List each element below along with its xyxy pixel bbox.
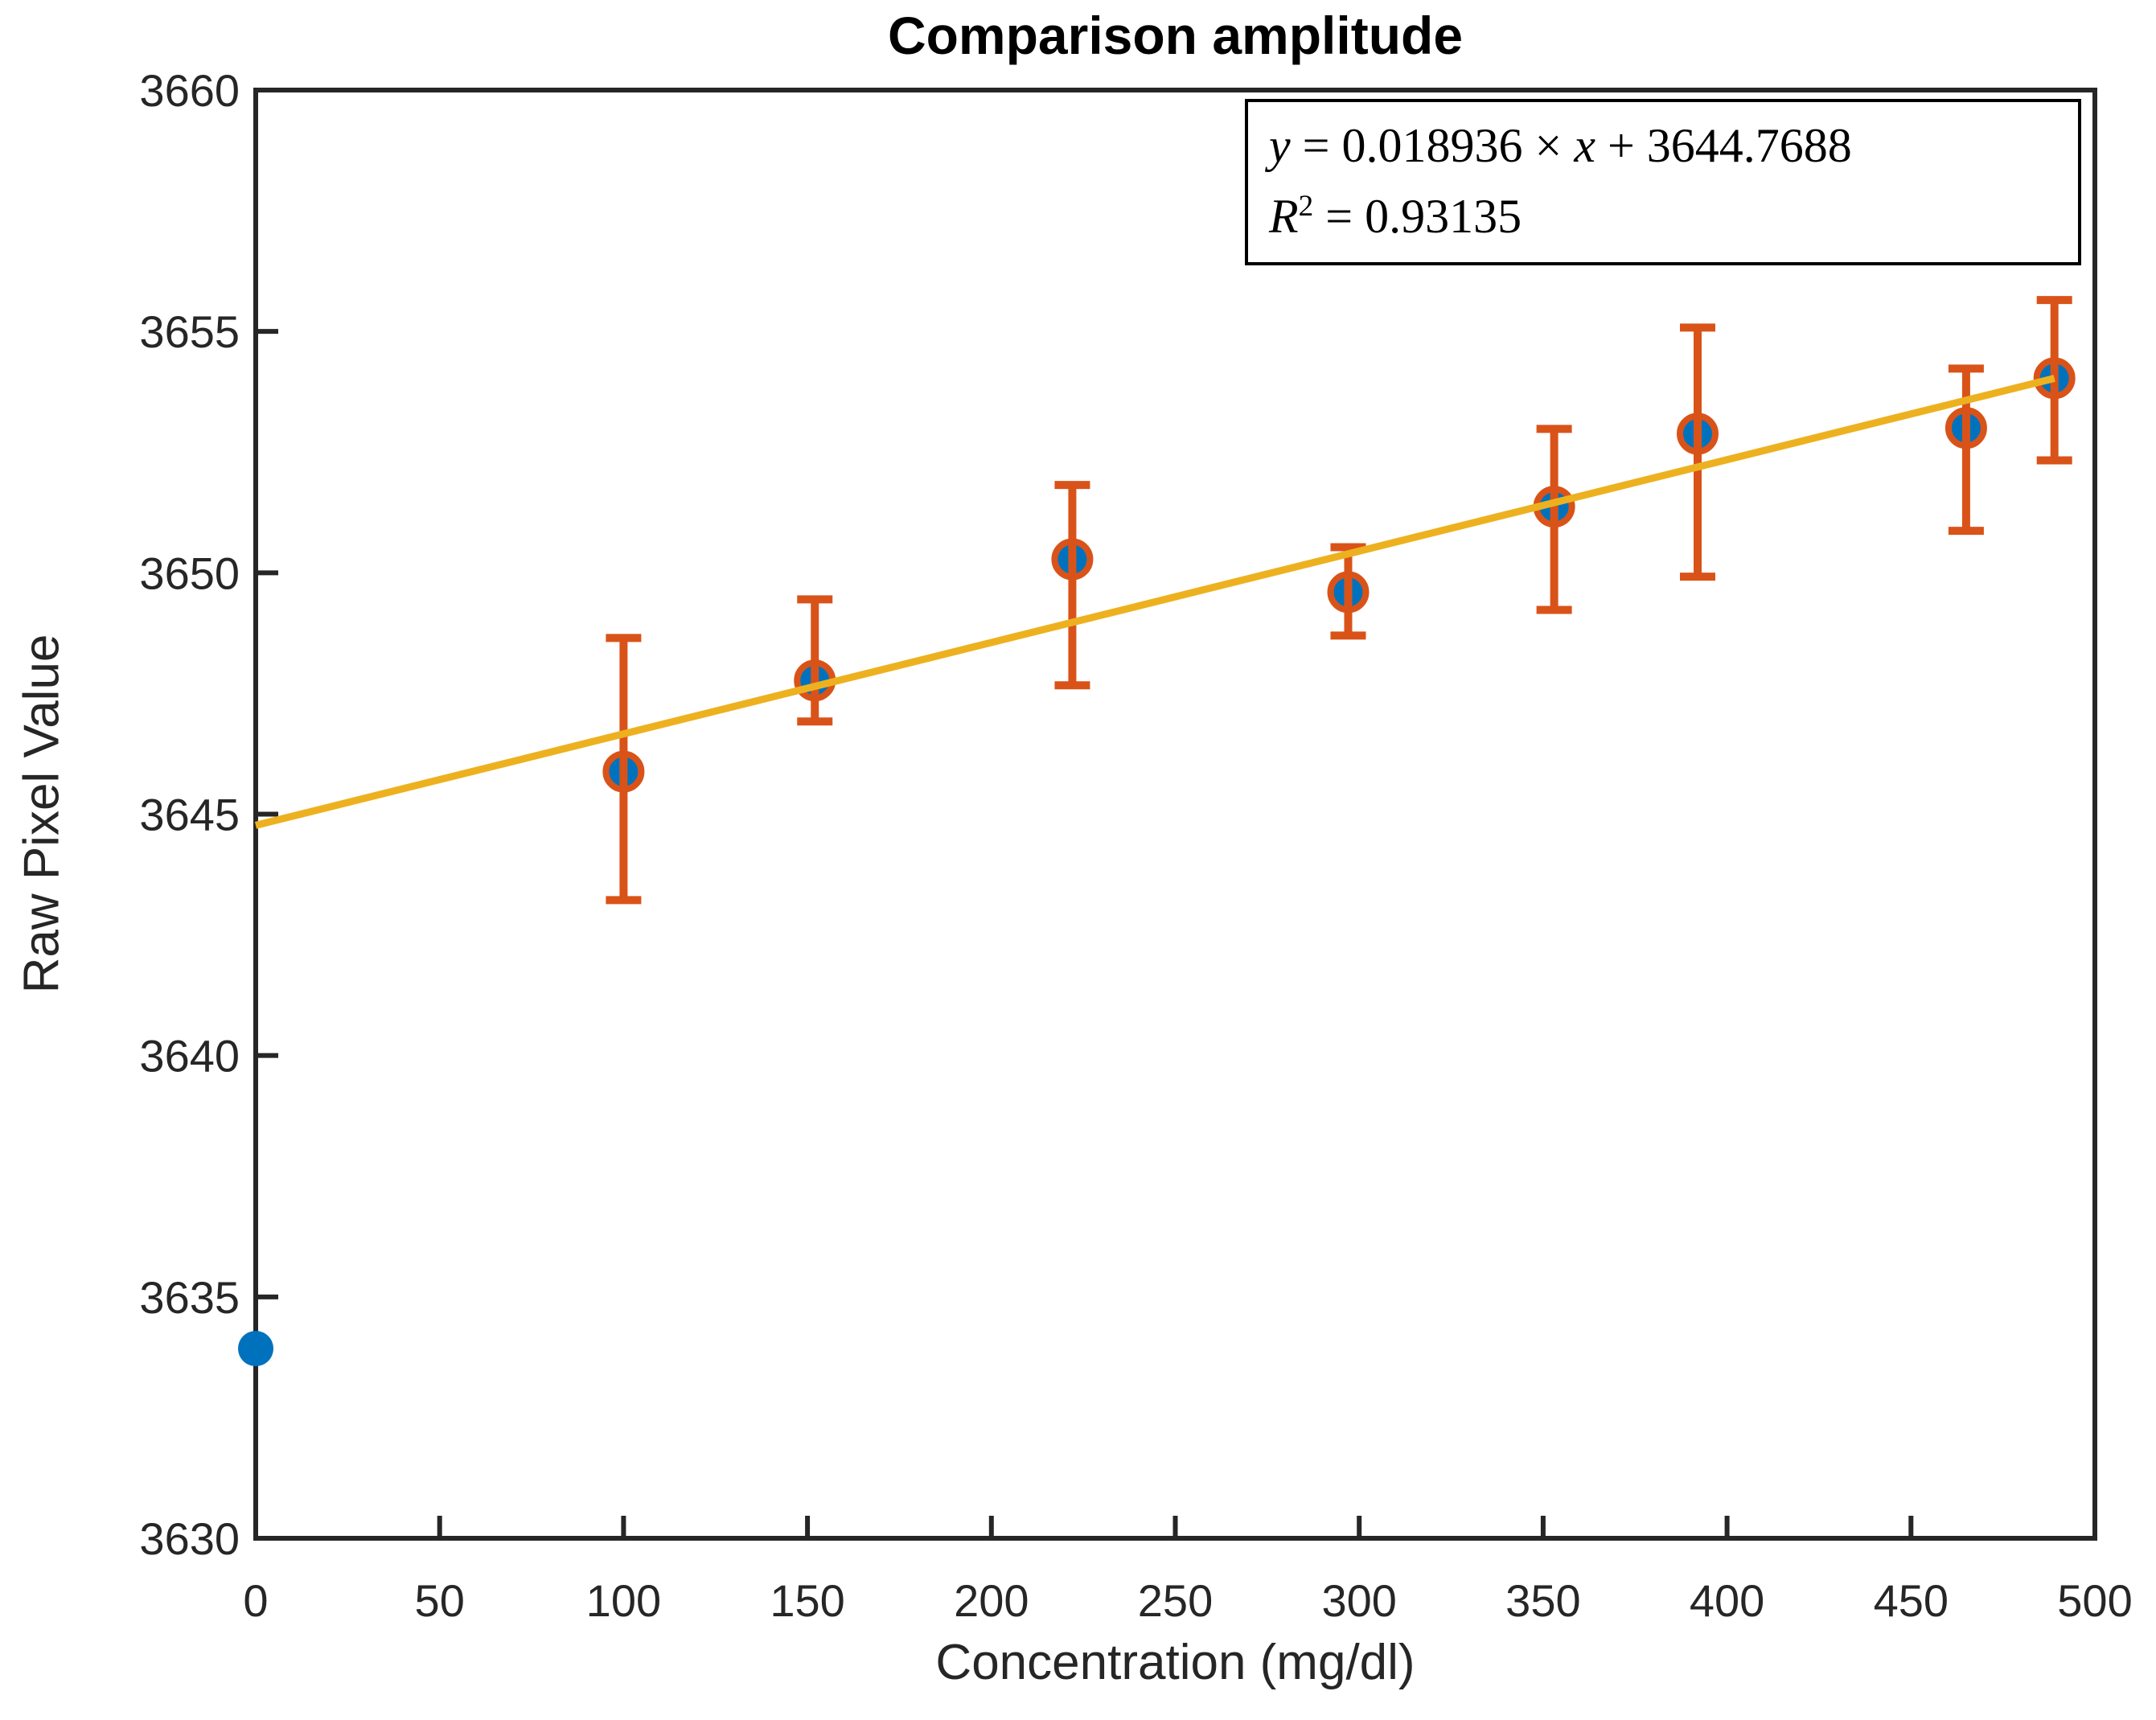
equation-y-symbol: y: [1269, 119, 1291, 172]
y-tick-label: 3635: [139, 1272, 240, 1323]
equation-slope: = 0.018936 ×: [1290, 119, 1575, 172]
x-tick-label: 250: [1138, 1575, 1213, 1626]
x-tick-label: 0: [243, 1575, 268, 1626]
x-tick-label: 500: [2057, 1575, 2132, 1626]
y-tick-label: 3655: [139, 306, 240, 357]
x-axis-label: Concentration (mg/dl): [935, 1635, 1415, 1690]
x-tick-label: 400: [1690, 1575, 1764, 1626]
r-symbol: R: [1269, 190, 1299, 243]
annotation-box: y = 0.018936 × x + 3644.7688 R2 = 0.9313…: [1245, 99, 2081, 265]
x-tick-label: 100: [586, 1575, 661, 1626]
r-exponent: 2: [1298, 190, 1314, 223]
x-tick-label: 450: [1874, 1575, 1949, 1626]
r-squared-value: = 0.93135: [1313, 190, 1522, 243]
equation-x-symbol: x: [1574, 119, 1595, 172]
chart-title: Comparison amplitude: [887, 6, 1464, 65]
x-tick-label: 350: [1505, 1575, 1580, 1626]
x-tick-label: 200: [954, 1575, 1029, 1626]
y-tick-label: 3660: [139, 65, 240, 116]
x-tick-label: 50: [415, 1575, 465, 1626]
fit-line: [254, 375, 2055, 829]
equation-intercept: + 3644.7688: [1595, 119, 1852, 172]
x-tick-label: 300: [1321, 1575, 1396, 1626]
r-squared-line: R2 = 0.93135: [1269, 181, 2078, 252]
y-tick-label: 3650: [139, 548, 240, 598]
y-tick-label: 3645: [139, 790, 240, 840]
data-point-marker: [238, 1331, 273, 1367]
y-axis-label: Raw Pixel Value: [14, 634, 70, 994]
axes-box: [253, 88, 2097, 1541]
equation-line: y = 0.018936 × x + 3644.7688: [1269, 110, 2078, 181]
y-tick-label: 3640: [139, 1031, 240, 1082]
x-tick-label: 150: [770, 1575, 844, 1626]
y-tick-label: 3630: [139, 1513, 240, 1564]
